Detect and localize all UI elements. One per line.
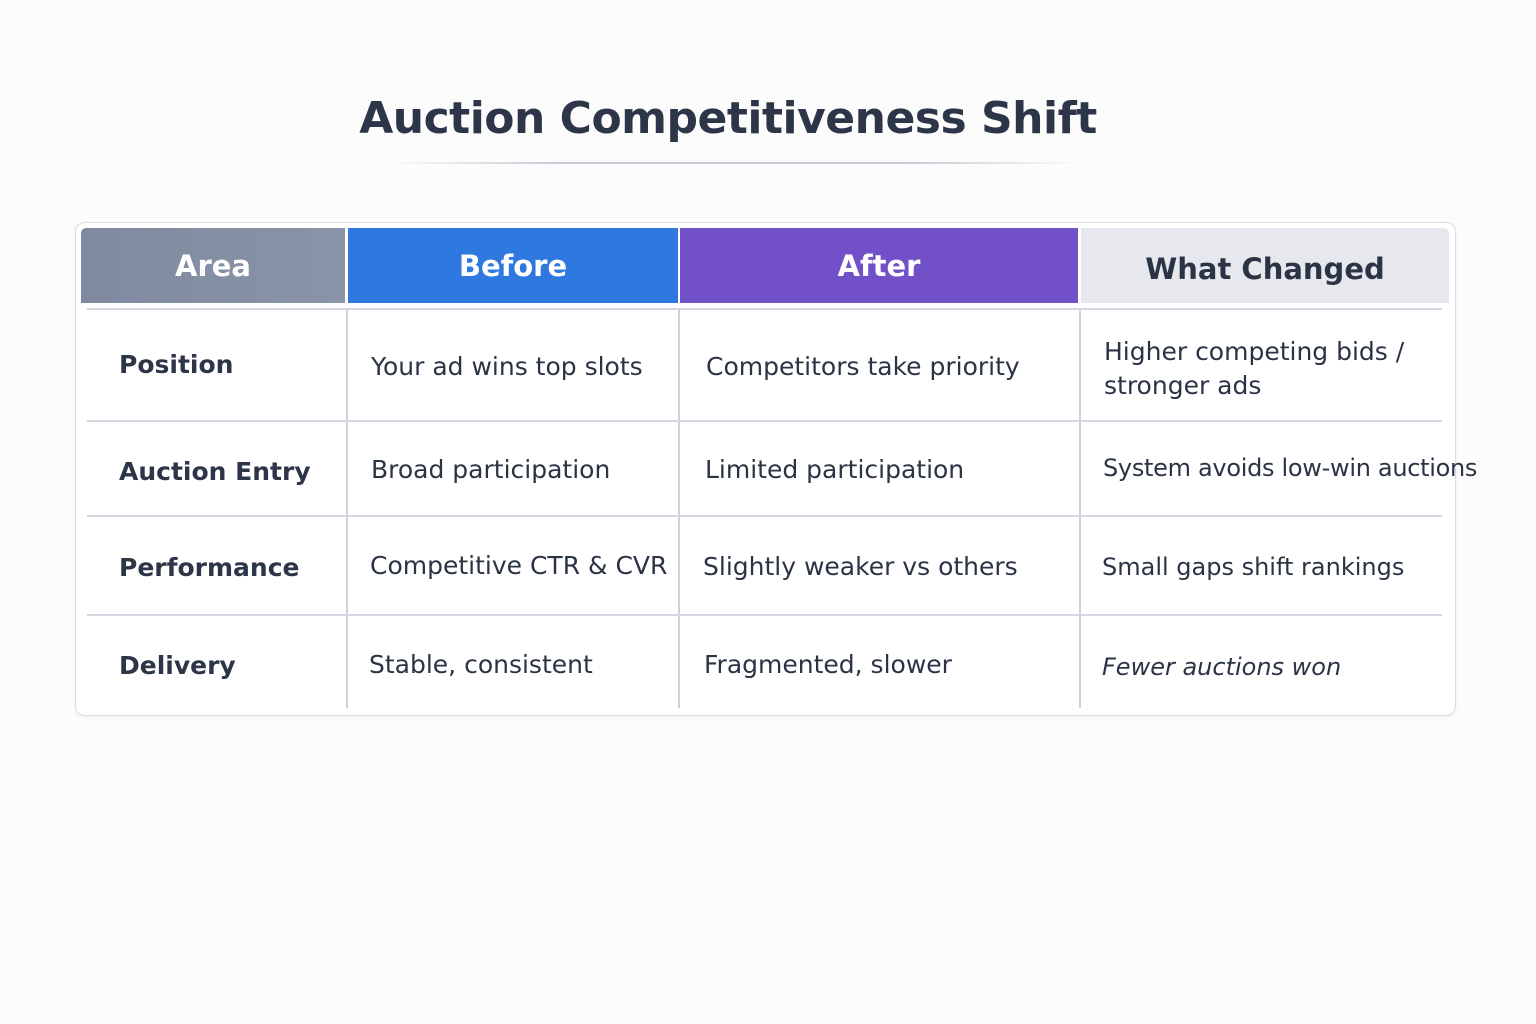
- cell-delivery-after: Fragmented, slower: [704, 650, 952, 679]
- cell-position-before: Your ad wins top slots: [371, 352, 643, 381]
- column-header-before: Before: [348, 228, 678, 303]
- cell-performance-before: Competitive CTR & CVR: [370, 551, 668, 580]
- column-divider: [678, 308, 680, 708]
- row-divider: [87, 614, 1442, 616]
- cell-performance-changed: Small gaps shift rankings: [1102, 553, 1405, 581]
- cell-position-changed-line1: Higher competing bids /: [1104, 337, 1405, 366]
- row-divider: [87, 420, 1442, 422]
- row-label-position: Position: [119, 350, 234, 379]
- cell-position-after: Competitors take priority: [706, 352, 1020, 381]
- column-header-area: Area: [81, 228, 345, 303]
- row-divider: [87, 308, 1442, 310]
- cell-delivery-before: Stable, consistent: [369, 650, 593, 679]
- title-divider: [385, 162, 1085, 164]
- cell-delivery-changed: Fewer auctions won: [1102, 653, 1342, 681]
- comparison-table: [75, 222, 1456, 716]
- cell-performance-after: Slightly weaker vs others: [703, 552, 1018, 581]
- cell-auction-entry-after: Limited participation: [705, 455, 965, 484]
- cell-auction-entry-changed: System avoids low-win auctions: [1103, 454, 1478, 482]
- row-label-auction-entry: Auction Entry: [119, 457, 311, 486]
- row-label-performance: Performance: [119, 553, 300, 582]
- cell-auction-entry-before: Broad participation: [371, 455, 611, 484]
- column-divider: [1079, 308, 1081, 708]
- page-title: Auction Competitiveness Shift: [359, 93, 1097, 144]
- row-label-delivery: Delivery: [119, 651, 236, 680]
- column-divider: [346, 308, 348, 708]
- cell-position-changed-line2: stronger ads: [1104, 371, 1262, 400]
- column-header-what-changed: What Changed: [1081, 228, 1449, 303]
- row-divider: [87, 515, 1442, 517]
- column-header-after: After: [680, 228, 1078, 303]
